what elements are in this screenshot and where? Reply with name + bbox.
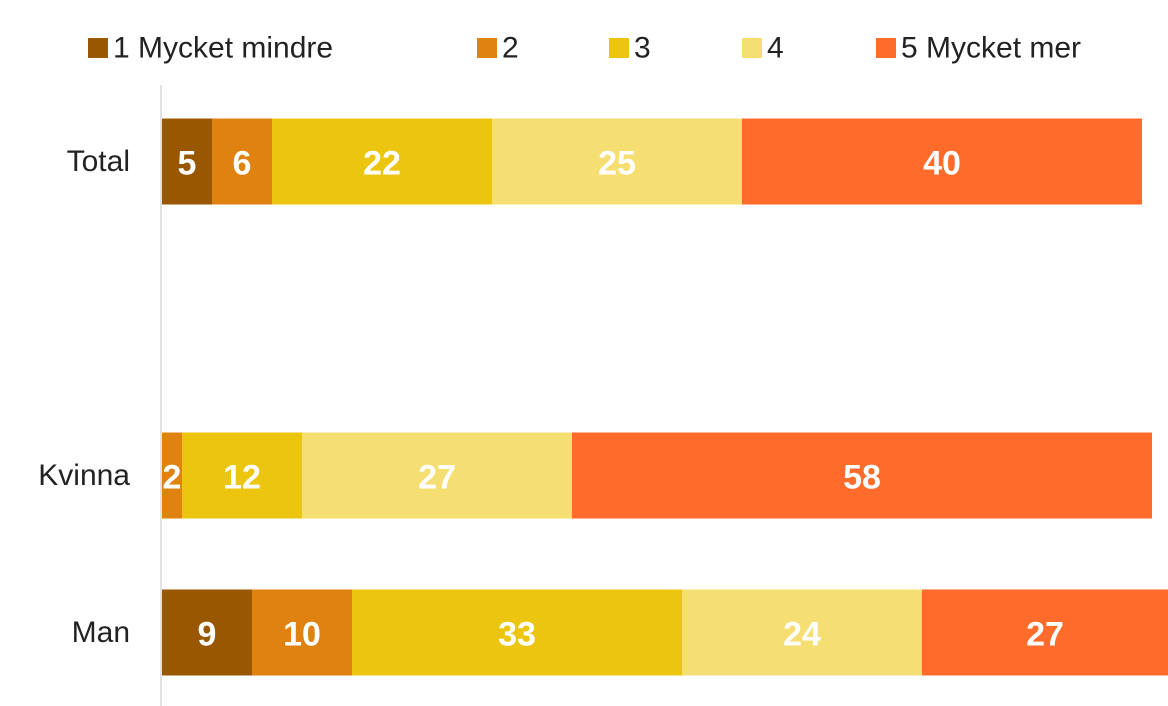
- legend-label: 2: [502, 32, 519, 65]
- data-label: 40: [923, 145, 961, 183]
- data-label: 9: [198, 616, 217, 654]
- data-label: 12: [223, 459, 261, 497]
- data-label: 2: [163, 459, 182, 497]
- data-label: 25: [598, 145, 636, 183]
- data-label: 33: [498, 616, 536, 654]
- y-tick-label: Kvinna: [38, 459, 130, 492]
- bar-segment: [922, 589, 1168, 676]
- legend-swatch: [477, 38, 497, 58]
- bar-segment: [182, 432, 302, 519]
- bar-segment: [492, 118, 742, 205]
- bar-segment: [682, 589, 922, 676]
- bar-segment: [302, 432, 572, 519]
- bar-segment: [352, 589, 682, 676]
- bar-segment: [162, 589, 252, 676]
- bar-segment: [162, 118, 212, 205]
- data-label: 27: [418, 459, 456, 497]
- data-label: 58: [843, 459, 881, 497]
- bar-segment: [742, 118, 1142, 205]
- legend-swatch: [88, 38, 108, 58]
- data-label: 6: [233, 145, 252, 183]
- legend-label: 4: [767, 32, 784, 65]
- data-label: 10: [283, 616, 321, 654]
- legend-label: 5 Mycket mer: [901, 32, 1081, 65]
- bar-segment: [212, 118, 272, 205]
- legend-label: 1 Mycket mindre: [113, 32, 333, 65]
- legend-label: 3: [634, 32, 651, 65]
- bar-segment: [572, 432, 1152, 519]
- legend-swatch: [609, 38, 629, 58]
- legend-swatch: [742, 38, 762, 58]
- data-label: 22: [363, 145, 401, 183]
- legend-swatch: [876, 38, 896, 58]
- data-label: 5: [178, 145, 197, 183]
- y-tick-label: Man: [72, 616, 130, 649]
- bar-segment: [252, 589, 352, 676]
- bar-segment: [272, 118, 492, 205]
- data-label: 24: [783, 616, 821, 654]
- y-tick-label: Total: [67, 145, 130, 178]
- data-label: 27: [1026, 616, 1064, 654]
- plot: 5 6 22 25 40 2 12 27 58 9 10 33 24 27: [162, 118, 1168, 676]
- bar-segment: [162, 432, 182, 519]
